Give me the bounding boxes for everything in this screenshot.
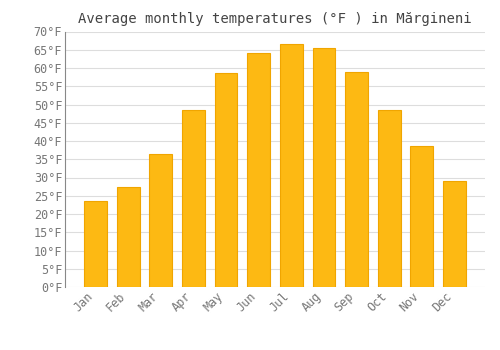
Bar bbox=[84, 201, 107, 287]
Bar bbox=[116, 187, 140, 287]
Bar bbox=[280, 44, 302, 287]
Bar bbox=[182, 110, 205, 287]
Bar bbox=[378, 110, 400, 287]
Bar bbox=[312, 48, 336, 287]
Bar bbox=[214, 74, 238, 287]
Bar bbox=[410, 146, 434, 287]
Bar bbox=[443, 181, 466, 287]
Title: Average monthly temperatures (°F ) in Mărgineni: Average monthly temperatures (°F ) in Mă… bbox=[78, 12, 472, 26]
Bar bbox=[345, 72, 368, 287]
Bar bbox=[248, 54, 270, 287]
Bar bbox=[150, 154, 172, 287]
